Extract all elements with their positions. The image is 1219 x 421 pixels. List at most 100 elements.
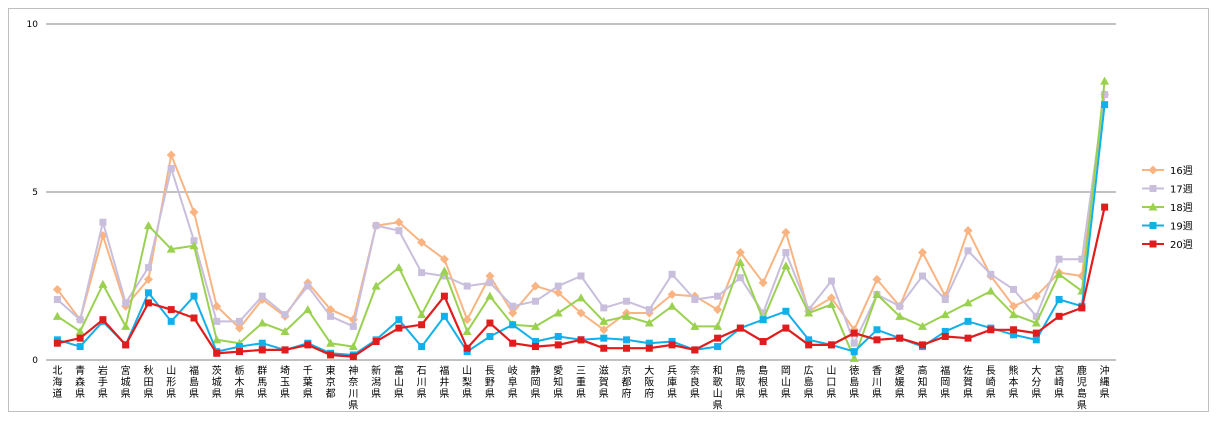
x-tick-label: 兵庫県 (667, 364, 677, 400)
data-point (826, 300, 836, 309)
x-tick-label: 静岡県 (530, 364, 540, 400)
data-point (167, 164, 175, 172)
data-point (439, 266, 449, 275)
data-point (440, 272, 448, 280)
data-point (713, 321, 723, 330)
data-point (189, 207, 199, 217)
data-point (485, 291, 495, 300)
data-point (144, 289, 152, 297)
data-point (668, 270, 676, 278)
data-point (1009, 301, 1019, 311)
x-tick-label: 山梨県 (462, 365, 472, 400)
data-point (531, 343, 539, 351)
data-point (509, 302, 517, 310)
data-point (486, 319, 494, 327)
data-point (827, 277, 835, 285)
data-point (667, 289, 677, 299)
data-point (327, 351, 335, 359)
data-point (850, 329, 858, 337)
chart-frame (8, 8, 1209, 412)
data-point (348, 342, 358, 351)
data-point (303, 305, 313, 314)
data-point (144, 299, 152, 307)
x-tick-label: 岐阜県 (508, 364, 518, 400)
data-point (987, 326, 995, 334)
data-point (167, 306, 175, 314)
y-tick-label: 5 (32, 188, 38, 198)
data-point (759, 338, 767, 346)
grid-layer (46, 23, 1116, 361)
data-point (759, 316, 767, 324)
legend-item: 17週 (1142, 184, 1193, 196)
x-tick-label: 茨城県 (212, 364, 222, 400)
legend-marker (1149, 185, 1157, 192)
data-point (76, 334, 84, 342)
data-point (805, 341, 813, 349)
data-point (371, 281, 381, 290)
data-point (691, 296, 699, 304)
data-point (599, 325, 609, 335)
x-tick-label: 佐賀県 (963, 365, 973, 400)
x-tick-label: 鳥取県 (735, 364, 745, 400)
data-point (189, 241, 199, 250)
data-point (76, 316, 84, 324)
x-tick-label: 福岡県 (940, 364, 950, 400)
data-point (235, 323, 245, 333)
data-point (1032, 336, 1040, 344)
data-point (144, 264, 152, 272)
data-point (645, 339, 653, 347)
x-tick-label: 愛媛県 (895, 364, 905, 400)
data-point (964, 247, 972, 255)
series-3 (52, 76, 1110, 362)
data-point (690, 321, 700, 330)
data-point (577, 272, 585, 280)
data-point (166, 244, 176, 253)
data-point (417, 310, 427, 319)
data-point (623, 297, 631, 305)
x-tick-label: 滋賀県 (599, 364, 609, 400)
data-point (599, 316, 609, 325)
data-point (917, 321, 927, 330)
data-point (485, 271, 495, 281)
x-tick-label: 福島県 (189, 364, 199, 400)
data-point (76, 343, 84, 351)
x-tick-label: 東京都 (326, 364, 336, 400)
data-point (258, 346, 266, 354)
x-tick-label: 大分県 (1031, 364, 1041, 400)
data-point (531, 297, 539, 305)
data-point (963, 298, 973, 307)
data-point (463, 344, 471, 352)
x-tick-label: 富山県 (394, 364, 404, 400)
x-tick-label: 千葉県 (303, 365, 313, 400)
x-tick-label: 島根県 (758, 364, 768, 400)
x-tick-label: 栃木県 (235, 364, 245, 400)
data-point (122, 299, 130, 307)
data-point (304, 282, 312, 290)
data-point (1100, 76, 1110, 85)
data-point (986, 286, 996, 295)
data-point (530, 321, 540, 330)
data-point (462, 326, 472, 335)
data-point (554, 282, 562, 290)
data-point (509, 339, 517, 347)
data-point (53, 296, 61, 304)
data-point (553, 288, 563, 298)
data-point (1055, 296, 1063, 304)
data-point (143, 221, 153, 230)
data-point (805, 336, 813, 344)
data-point (440, 292, 448, 300)
data-point (918, 341, 926, 349)
data-point (52, 311, 62, 320)
data-point (758, 278, 768, 288)
data-point (917, 247, 927, 257)
data-point (644, 318, 654, 327)
data-point (941, 296, 949, 304)
x-tick-label: 広島県 (804, 364, 814, 400)
legend-label: 17週 (1170, 184, 1193, 196)
x-tick-label: 岡山県 (781, 365, 791, 400)
x-tick-label: 宮崎県 (1054, 364, 1064, 400)
data-point (964, 334, 972, 342)
data-point (714, 334, 722, 342)
data-point (1010, 326, 1018, 334)
